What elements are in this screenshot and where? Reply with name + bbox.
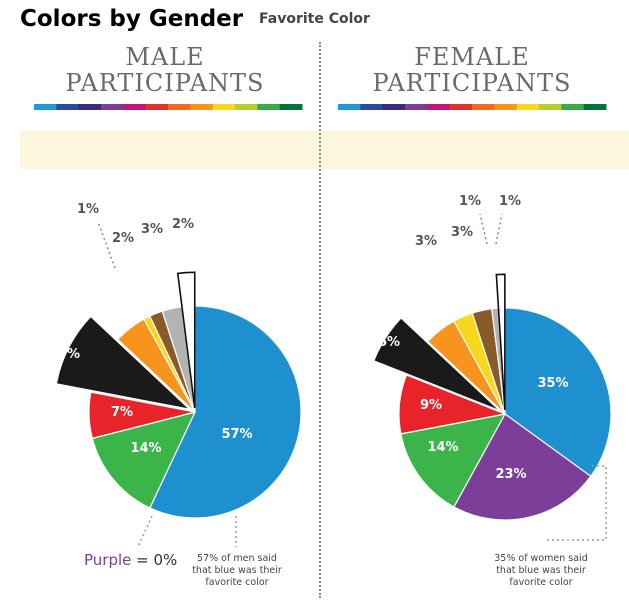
female-column-title: FEMALE PARTICIPANTS	[332, 44, 612, 96]
male-pie-label-orange: 5%	[96, 291, 118, 306]
female-pie-slice-red	[398, 374, 508, 435]
female-pie-label-gray: 1%	[459, 194, 481, 209]
male-color-strip-segment	[212, 104, 236, 110]
female-pie-label-blue: 35%	[537, 376, 568, 391]
male-note-line3: favorite color	[205, 577, 269, 588]
female-color-strip-segment	[583, 104, 607, 110]
male-pie-slice-green	[91, 411, 197, 509]
female-pie-label-white: 1%	[499, 194, 521, 209]
female-leader-line	[495, 213, 503, 245]
male-pie-slice-red	[88, 391, 196, 440]
female-color-strip-segment	[405, 104, 428, 110]
female-note-line3: favorite color	[509, 577, 573, 588]
female-color-strip-segment	[449, 104, 473, 110]
male-pie-label-brown: 2%	[112, 231, 134, 246]
female-pie-slice-purple	[453, 413, 592, 521]
male-pie-label-gray: 3%	[141, 222, 163, 237]
male-pie-label-black: 9%	[58, 347, 80, 362]
female-pie-label-purple: 23%	[495, 467, 526, 482]
female-pie-label-yellow: 3%	[415, 234, 437, 249]
female-title-line1: FEMALE	[414, 43, 530, 71]
female-blue-note: 35% of women said that blue was their fa…	[486, 553, 596, 589]
female-pie-label-black: 6%	[378, 335, 400, 350]
female-pie-label-green: 14%	[427, 440, 458, 455]
male-title-line2: PARTICIPANTS	[65, 69, 265, 97]
male-pie-label-white: 2%	[172, 217, 194, 232]
female-pie-slice-black	[373, 317, 501, 412]
male-title-line1: MALE	[125, 43, 205, 71]
female-title-line2: PARTICIPANTS	[372, 69, 572, 97]
male-color-strip-segment	[145, 104, 169, 110]
female-pie-slice-white	[495, 273, 506, 411]
female-pie-slice-blue	[504, 307, 612, 478]
male-pie-label-green: 14%	[130, 441, 161, 456]
female-color-strip-segment	[360, 104, 384, 110]
male-pie-label-yellow: 1%	[77, 202, 99, 217]
favorite-color-band	[20, 131, 629, 169]
male-color-strip-segment	[257, 104, 281, 110]
male-color-strip-segment	[235, 104, 258, 110]
female-color-strip-segment	[472, 104, 495, 110]
purple-word: Purple	[84, 551, 132, 569]
female-color-strip-segment	[561, 104, 585, 110]
female-color-strip-segment	[494, 104, 518, 110]
female-color-strip-segment	[539, 104, 562, 110]
column-divider	[319, 42, 321, 598]
male-pie-slice-black	[55, 315, 192, 411]
female-note-line2: that blue was their	[496, 565, 586, 576]
male-color-strip-segment	[78, 104, 102, 110]
male-pie-label-red: 7%	[111, 405, 133, 420]
male-color-strip-segment	[123, 104, 147, 110]
female-color-strip-segment	[338, 104, 361, 110]
purple-note: Purple = 0%	[84, 551, 177, 569]
purple-value: = 0%	[136, 551, 178, 569]
female-color-strip-segment	[427, 104, 451, 110]
male-color-strip-segment	[168, 104, 191, 110]
female-pie-slice-green	[400, 413, 507, 508]
male-note-leader	[137, 515, 153, 548]
male-color-strip-segment	[34, 104, 57, 110]
male-color-strip-segment	[56, 104, 80, 110]
male-pie-slice-white	[176, 271, 196, 409]
female-color-strip-segment	[516, 104, 540, 110]
male-color-strip-segment	[101, 104, 124, 110]
female-color-strip-segment	[382, 104, 406, 110]
female-leader-line	[479, 213, 488, 245]
male-pie-slice-blue	[149, 305, 302, 519]
male-leader-line	[97, 221, 116, 269]
female-pie-label-red: 9%	[420, 398, 442, 413]
favorite-color-label: Favorite Color	[259, 11, 370, 27]
page-title: Colors by Gender	[20, 6, 244, 32]
male-column-title: MALE PARTICIPANTS	[25, 44, 305, 96]
female-note-line1: 35% of women said	[494, 553, 588, 564]
male-blue-note: 57% of men said that blue was their favo…	[182, 553, 292, 589]
female-pie-label-orange: 5%	[400, 294, 422, 309]
female-pie-label-brown: 3%	[451, 225, 473, 240]
male-note-line2: that blue was their	[192, 565, 282, 576]
male-color-strip-segment	[279, 104, 303, 110]
male-color-strip-segment	[190, 104, 214, 110]
female-note-leader	[545, 465, 607, 541]
male-pie-label-blue: 57%	[221, 427, 252, 442]
male-note-line1: 57% of men said	[197, 553, 277, 564]
